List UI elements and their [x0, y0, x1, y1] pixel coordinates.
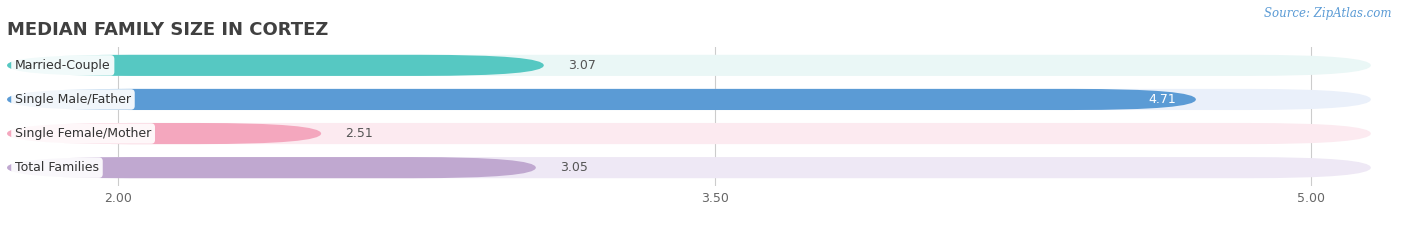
- Text: 3.07: 3.07: [568, 59, 596, 72]
- Text: Total Families: Total Families: [15, 161, 98, 174]
- Text: 2.51: 2.51: [344, 127, 373, 140]
- FancyBboxPatch shape: [7, 55, 544, 76]
- Text: 3.05: 3.05: [560, 161, 588, 174]
- FancyBboxPatch shape: [7, 157, 1371, 178]
- Text: 4.71: 4.71: [1149, 93, 1175, 106]
- Text: Single Male/Father: Single Male/Father: [15, 93, 131, 106]
- FancyBboxPatch shape: [7, 157, 536, 178]
- Text: Married-Couple: Married-Couple: [15, 59, 111, 72]
- FancyBboxPatch shape: [7, 55, 1371, 76]
- FancyBboxPatch shape: [7, 89, 1371, 110]
- FancyBboxPatch shape: [7, 89, 1197, 110]
- Text: Source: ZipAtlas.com: Source: ZipAtlas.com: [1264, 7, 1392, 20]
- FancyBboxPatch shape: [7, 123, 321, 144]
- FancyBboxPatch shape: [7, 123, 1371, 144]
- Text: MEDIAN FAMILY SIZE IN CORTEZ: MEDIAN FAMILY SIZE IN CORTEZ: [7, 21, 328, 39]
- Text: Single Female/Mother: Single Female/Mother: [15, 127, 152, 140]
